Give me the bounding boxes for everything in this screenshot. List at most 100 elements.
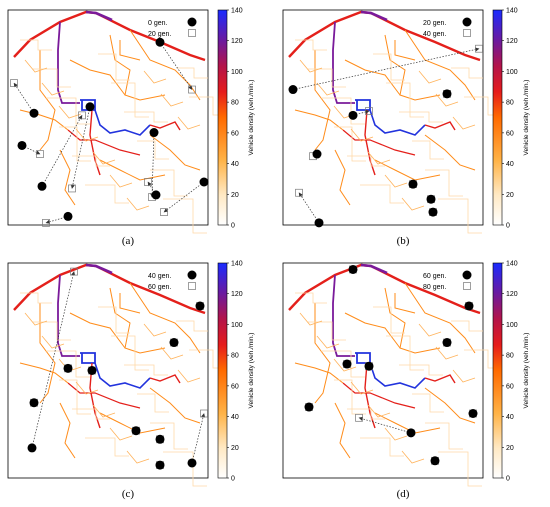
local-road <box>98 306 130 334</box>
panel-label: (c) <box>122 488 135 500</box>
colorbar-tick-label: 0 <box>231 476 235 483</box>
local-road <box>452 369 476 383</box>
colorbar-tick-label: 40 <box>506 161 514 168</box>
arterial-road <box>360 10 388 22</box>
old-gen-marker <box>85 102 95 112</box>
local-road <box>85 184 129 204</box>
arterial-road <box>89 109 101 176</box>
local-road <box>384 427 408 441</box>
move-arrow <box>191 413 206 464</box>
colorbar-tick-label: 40 <box>231 161 239 168</box>
local-road <box>452 116 476 130</box>
local-road <box>333 358 357 372</box>
arterial-road <box>149 374 181 384</box>
legend-entry-label: 0 gen. <box>148 20 168 27</box>
colorbar-tick-label: 0 <box>231 223 235 230</box>
colorbar-tick-label: 140 <box>506 8 518 15</box>
legend-entry-label: 60 gen. <box>148 284 171 291</box>
old-gen-marker <box>199 177 209 187</box>
move-arrow <box>163 181 205 213</box>
local-road <box>46 97 90 125</box>
arterial-road <box>332 274 355 357</box>
arterial-road <box>85 263 113 275</box>
collector-road <box>294 109 344 131</box>
local-road <box>109 427 133 441</box>
colorbar-tick-label: 40 <box>231 414 239 421</box>
collector-road <box>69 312 126 349</box>
new-gen-marker <box>200 409 208 418</box>
old-gen-marker <box>155 434 165 444</box>
local-road <box>160 346 184 360</box>
colorbar-tick-label: 120 <box>506 38 518 45</box>
local-road <box>295 39 327 51</box>
old-gen-marker <box>312 149 322 159</box>
local-road <box>451 67 483 79</box>
arterial-road <box>424 121 456 131</box>
collector-road <box>109 287 166 354</box>
collector-road <box>99 412 166 434</box>
new-gen-marker <box>42 219 50 227</box>
collector-road <box>314 303 331 404</box>
move-arrow <box>70 106 91 189</box>
local-road <box>137 140 169 160</box>
local-road <box>41 335 65 349</box>
colorbar-tick-label: 0 <box>506 476 510 483</box>
collector-road <box>404 29 476 101</box>
local-road <box>373 53 405 81</box>
collector-road <box>424 387 476 424</box>
colorbar-tick-label: 80 <box>506 100 514 107</box>
collector-road <box>394 293 416 314</box>
local-road <box>177 116 201 130</box>
legend-marker-circle <box>187 17 197 27</box>
arterial-road <box>364 362 376 429</box>
colorbar-label: Vehicle density (veh./min.) <box>248 333 255 409</box>
arterial-road <box>67 382 141 409</box>
colorbar-tick-label: 80 <box>231 353 239 360</box>
local-road <box>160 93 184 107</box>
local-road <box>347 155 385 167</box>
local-road <box>316 335 340 349</box>
arterial-road <box>364 109 376 176</box>
colorbar <box>492 9 503 226</box>
new-gen-marker <box>36 150 44 158</box>
local-road <box>92 151 116 165</box>
colorbar-tick-label: 120 <box>506 291 518 298</box>
arterial-road <box>149 121 181 131</box>
arterial-road <box>57 274 80 357</box>
legend-entry-label: 40 gen. <box>423 31 446 38</box>
old-gen-marker <box>430 456 440 466</box>
local-road <box>124 111 168 123</box>
colorbar-tick-label: 60 <box>506 383 514 390</box>
local-road <box>58 105 82 119</box>
local-road <box>350 381 374 395</box>
local-road <box>111 82 149 118</box>
move-arrow <box>159 42 193 90</box>
local-road <box>20 292 52 304</box>
local-road <box>412 140 444 160</box>
old-gen-marker <box>314 218 324 228</box>
local-road <box>41 82 65 96</box>
move-arrow <box>31 271 76 448</box>
legend-entry-label: 40 gen. <box>148 273 171 280</box>
collector-road <box>344 312 401 349</box>
old-gen-marker <box>27 443 37 453</box>
collector-road <box>69 59 126 96</box>
arterial-road <box>424 374 456 384</box>
arterial-road <box>342 382 416 409</box>
colorbar-tick-label: 100 <box>506 322 518 329</box>
collector-road <box>424 134 476 171</box>
colorbar-tick-label: 120 <box>231 38 243 45</box>
colorbar-tick-label: 20 <box>231 192 239 199</box>
colorbar-tick-label: 100 <box>231 69 243 76</box>
old-gen-marker <box>149 128 159 138</box>
local-road <box>367 151 391 165</box>
local-road <box>425 169 463 197</box>
local-road <box>367 404 391 418</box>
move-arrow <box>13 82 35 114</box>
local-road <box>401 197 425 211</box>
collector-road <box>59 149 76 206</box>
collector-road <box>59 402 76 459</box>
local-road <box>92 404 116 418</box>
old-gen-marker <box>426 194 436 204</box>
old-gen-marker <box>151 190 161 200</box>
